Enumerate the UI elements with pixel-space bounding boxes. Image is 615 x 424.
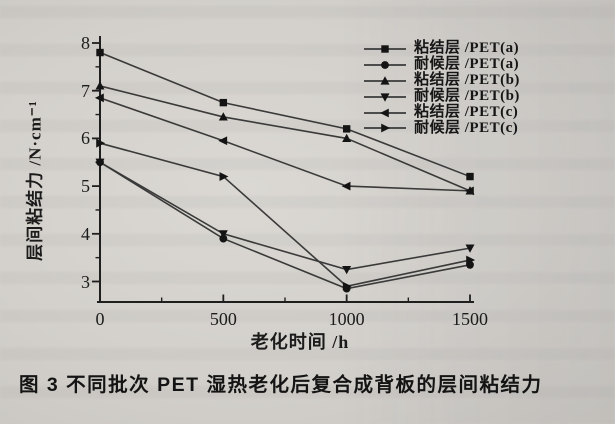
- series-markers-circle: [96, 158, 474, 293]
- data-point-marker: [466, 255, 476, 265]
- data-point-marker: [342, 281, 352, 291]
- legend-item: 粘结层 /PET(b): [363, 73, 520, 89]
- legend-item: 耐候层 /PET(a): [363, 57, 520, 73]
- series-markers-square: [96, 48, 474, 181]
- data-point-marker: [464, 186, 474, 196]
- series-triangle-up: [99, 85, 471, 192]
- data-point-marker: [219, 234, 228, 243]
- legend-label: 耐候层 /PET(b): [414, 88, 520, 105]
- legend-label: 耐候层 /PET(c): [414, 119, 519, 136]
- y-axis-title: 层间粘结力 /N·cm⁻¹: [25, 100, 45, 261]
- data-point-marker: [96, 138, 106, 148]
- legend-item: 粘结层 /PET(c): [363, 105, 520, 121]
- axes: [92, 36, 474, 303]
- series-markers-triangle-down: [95, 158, 475, 275]
- legend-key-triangle-up-icon: [364, 76, 406, 85]
- y-tick-label: 5: [81, 176, 90, 197]
- legend-key-circle-icon: [364, 60, 406, 69]
- series-triangle-left: [99, 97, 471, 192]
- data-point-marker: [96, 48, 104, 57]
- triangle-left-marker-icon: [379, 108, 389, 117]
- series-triangle-down: [99, 161, 471, 271]
- triangle-down-marker-icon: [380, 93, 390, 102]
- triangle-up-marker-icon: [380, 76, 390, 85]
- data-point-marker: [218, 136, 228, 146]
- series-line: [99, 85, 471, 192]
- x-tick-label: 1500: [452, 309, 488, 329]
- data-point-marker: [466, 172, 474, 181]
- y-tick-label: 8: [81, 33, 90, 53]
- legend-key-triangle-down-icon: [364, 93, 406, 102]
- data-point-marker: [94, 93, 104, 103]
- x-tick-label: 0: [95, 309, 105, 329]
- series-line: [99, 161, 471, 290]
- triangle-right-marker-icon: [381, 123, 391, 133]
- circle-marker-icon: [381, 60, 389, 69]
- legend-label: 耐候层 /PET(a): [414, 56, 520, 73]
- legend-item: 耐候层 /PET(c): [363, 120, 520, 136]
- data-point-marker: [342, 265, 352, 275]
- series-markers-triangle-left: [94, 93, 474, 196]
- y-tick-label: 4: [81, 223, 90, 244]
- legend-key-triangle-left-icon: [364, 108, 406, 117]
- data-point-marker: [342, 125, 351, 133]
- data-point-marker: [219, 98, 228, 107]
- figure-caption: 图 3 不同批次 PET 湿热老化后复合成背板的层间粘结力: [19, 374, 543, 396]
- x-tick-label: 1000: [328, 309, 365, 329]
- legend-label: 粘结层 /PET(c): [414, 104, 519, 120]
- legend-key-triangle-right-icon: [364, 123, 406, 133]
- data-point-marker: [465, 244, 475, 253]
- y-tick-label: 6: [81, 128, 90, 149]
- data-point-marker: [341, 181, 351, 191]
- series-line: [99, 161, 471, 271]
- series-line: [99, 97, 471, 192]
- data-point-marker: [95, 158, 105, 167]
- data-point-marker: [218, 112, 228, 121]
- square-marker-icon: [381, 45, 389, 53]
- y-tick-label: 3: [81, 271, 90, 292]
- x-tick-label: 500: [209, 309, 237, 329]
- legend-item: 粘结层 /PET(a): [363, 41, 520, 57]
- data-point-marker: [218, 230, 228, 239]
- series-line: [99, 51, 471, 178]
- legend-item: 耐候层 /PET(b): [363, 89, 520, 105]
- series-circle: [99, 161, 471, 290]
- series-triangle-right: [99, 142, 471, 288]
- data-point-marker: [342, 133, 352, 142]
- chart-legend: 粘结层 /PET(a) 耐候层 /PET(a) 粘结层 /PET(b) 耐候层 /PE…: [363, 41, 520, 136]
- x-axis-title: 老化时间 /h: [250, 332, 350, 352]
- series-square: [99, 51, 471, 178]
- y-tick-label: 7: [81, 80, 90, 101]
- series-line: [99, 142, 471, 288]
- data-point-marker: [95, 81, 105, 90]
- data-point-marker: [219, 172, 229, 181]
- legend-label: 粘结层 /PET(a): [414, 40, 520, 57]
- series-markers-triangle-right: [96, 138, 476, 291]
- legend-key-square-icon: [364, 45, 406, 53]
- legend-label: 粘结层 /PET(b): [414, 72, 520, 89]
